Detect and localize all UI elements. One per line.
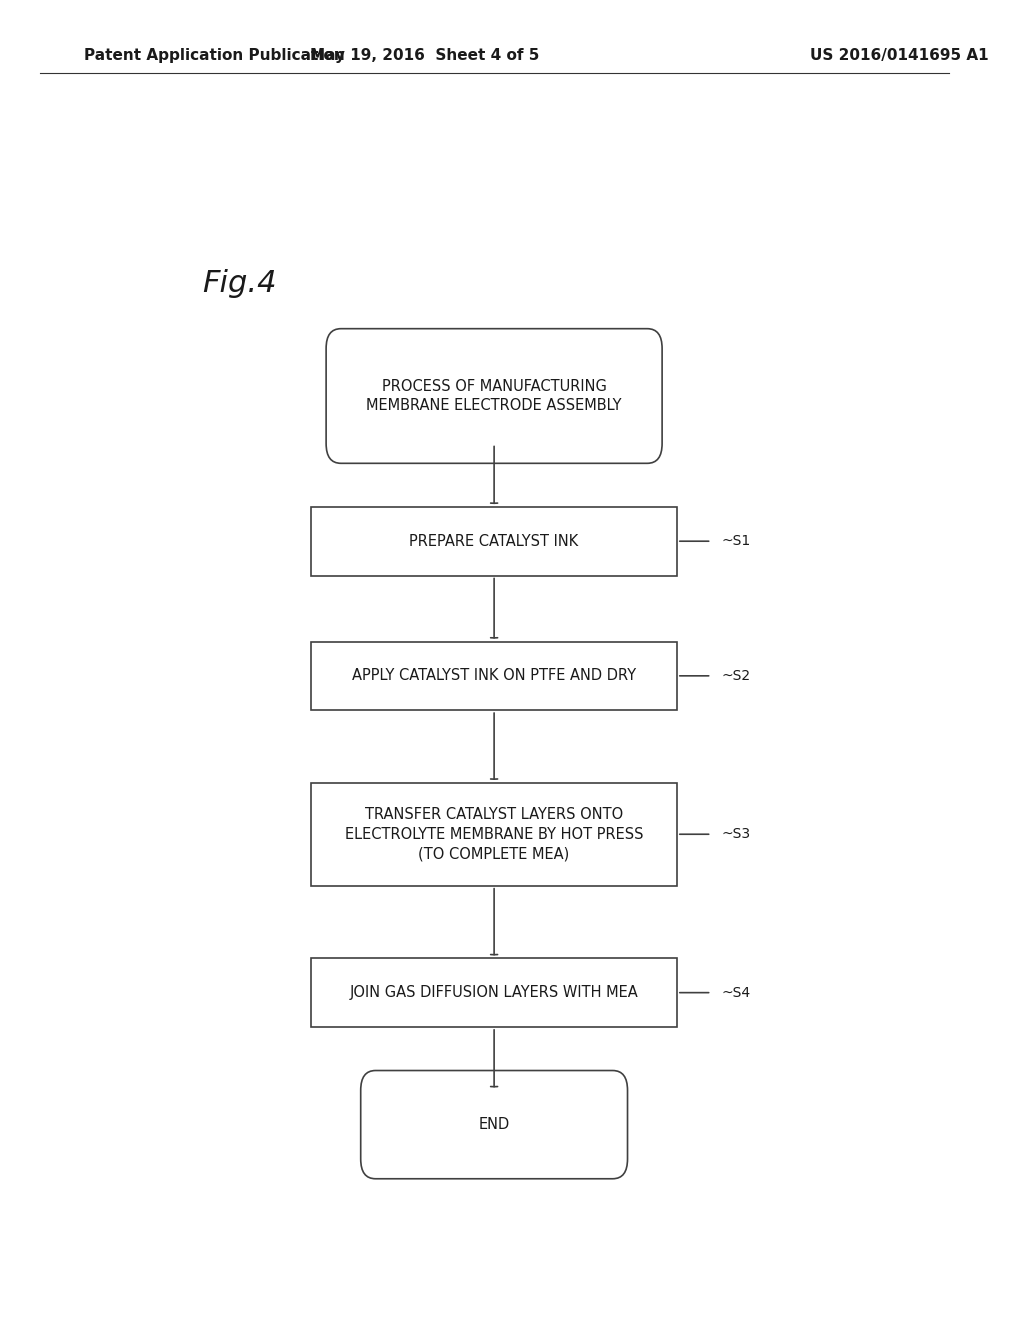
FancyBboxPatch shape [311,783,677,886]
Text: ~S2: ~S2 [721,669,751,682]
Text: PREPARE CATALYST INK: PREPARE CATALYST INK [410,533,579,549]
FancyBboxPatch shape [326,329,663,463]
Text: END: END [478,1117,510,1133]
FancyBboxPatch shape [311,507,677,576]
Text: Fig.4: Fig.4 [203,269,278,298]
Text: APPLY CATALYST INK ON PTFE AND DRY: APPLY CATALYST INK ON PTFE AND DRY [352,668,636,684]
Text: ~S1: ~S1 [721,535,751,548]
Text: US 2016/0141695 A1: US 2016/0141695 A1 [810,48,989,63]
Text: JOIN GAS DIFFUSION LAYERS WITH MEA: JOIN GAS DIFFUSION LAYERS WITH MEA [350,985,639,1001]
Text: ~S4: ~S4 [721,986,751,999]
FancyBboxPatch shape [360,1071,628,1179]
Text: PROCESS OF MANUFACTURING
MEMBRANE ELECTRODE ASSEMBLY: PROCESS OF MANUFACTURING MEMBRANE ELECTR… [367,379,622,413]
Text: ~S3: ~S3 [721,828,751,841]
Text: Patent Application Publication: Patent Application Publication [84,48,345,63]
FancyBboxPatch shape [311,958,677,1027]
Text: TRANSFER CATALYST LAYERS ONTO
ELECTROLYTE MEMBRANE BY HOT PRESS
(TO COMPLETE MEA: TRANSFER CATALYST LAYERS ONTO ELECTROLYT… [345,807,643,862]
Text: May 19, 2016  Sheet 4 of 5: May 19, 2016 Sheet 4 of 5 [310,48,540,63]
FancyBboxPatch shape [311,642,677,710]
